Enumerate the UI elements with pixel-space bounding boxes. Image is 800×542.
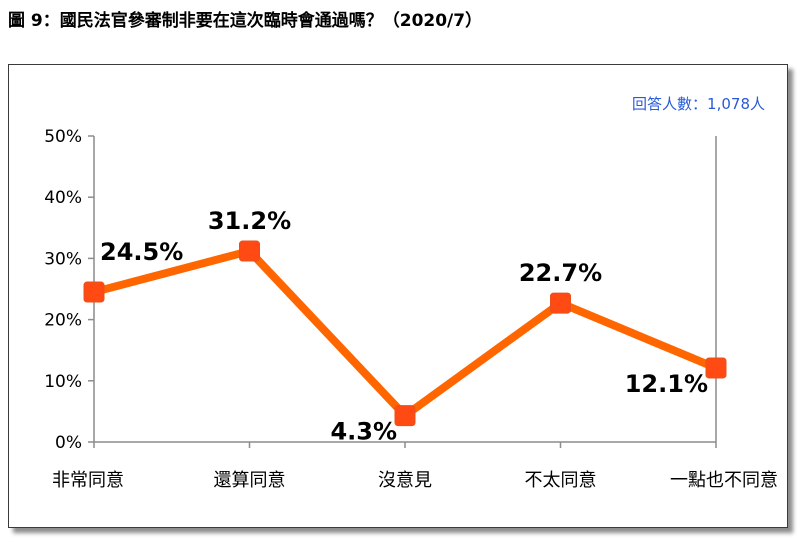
y-tick-label: 10% xyxy=(44,372,82,392)
data-point-marker xyxy=(550,292,571,314)
x-category-label: 不太同意 xyxy=(525,470,597,491)
x-category-label: 還算同意 xyxy=(214,470,286,491)
y-tick-label: 0% xyxy=(55,433,82,453)
y-tick-label: 20% xyxy=(44,311,82,331)
data-label: 22.7% xyxy=(519,259,602,287)
series-line xyxy=(90,247,720,420)
y-tick-label: 30% xyxy=(44,249,82,269)
x-category-label: 一點也不同意 xyxy=(670,470,778,491)
data-point-marker xyxy=(239,240,260,262)
data-point-marker xyxy=(83,281,105,303)
data-label: 12.1% xyxy=(625,370,708,398)
respondents-count: 回答人數：1,078人 xyxy=(632,95,765,113)
figure-title: 圖 9：國民法官參審制非要在這次臨時會通過嗎？（2020/7） xyxy=(8,11,483,31)
data-label: 4.3% xyxy=(330,418,397,446)
data-label: 24.5% xyxy=(100,238,183,266)
y-tick-label: 50% xyxy=(44,127,82,147)
x-category-label: 非常同意 xyxy=(52,470,124,491)
chart-frame: 回答人數：1,078人 xyxy=(8,64,788,528)
data-point-marker xyxy=(705,357,727,379)
data-label: 31.2% xyxy=(208,207,291,235)
x-category-label: 沒意見 xyxy=(378,470,432,491)
data-point-marker xyxy=(394,405,416,427)
y-tick-label: 40% xyxy=(44,188,82,208)
